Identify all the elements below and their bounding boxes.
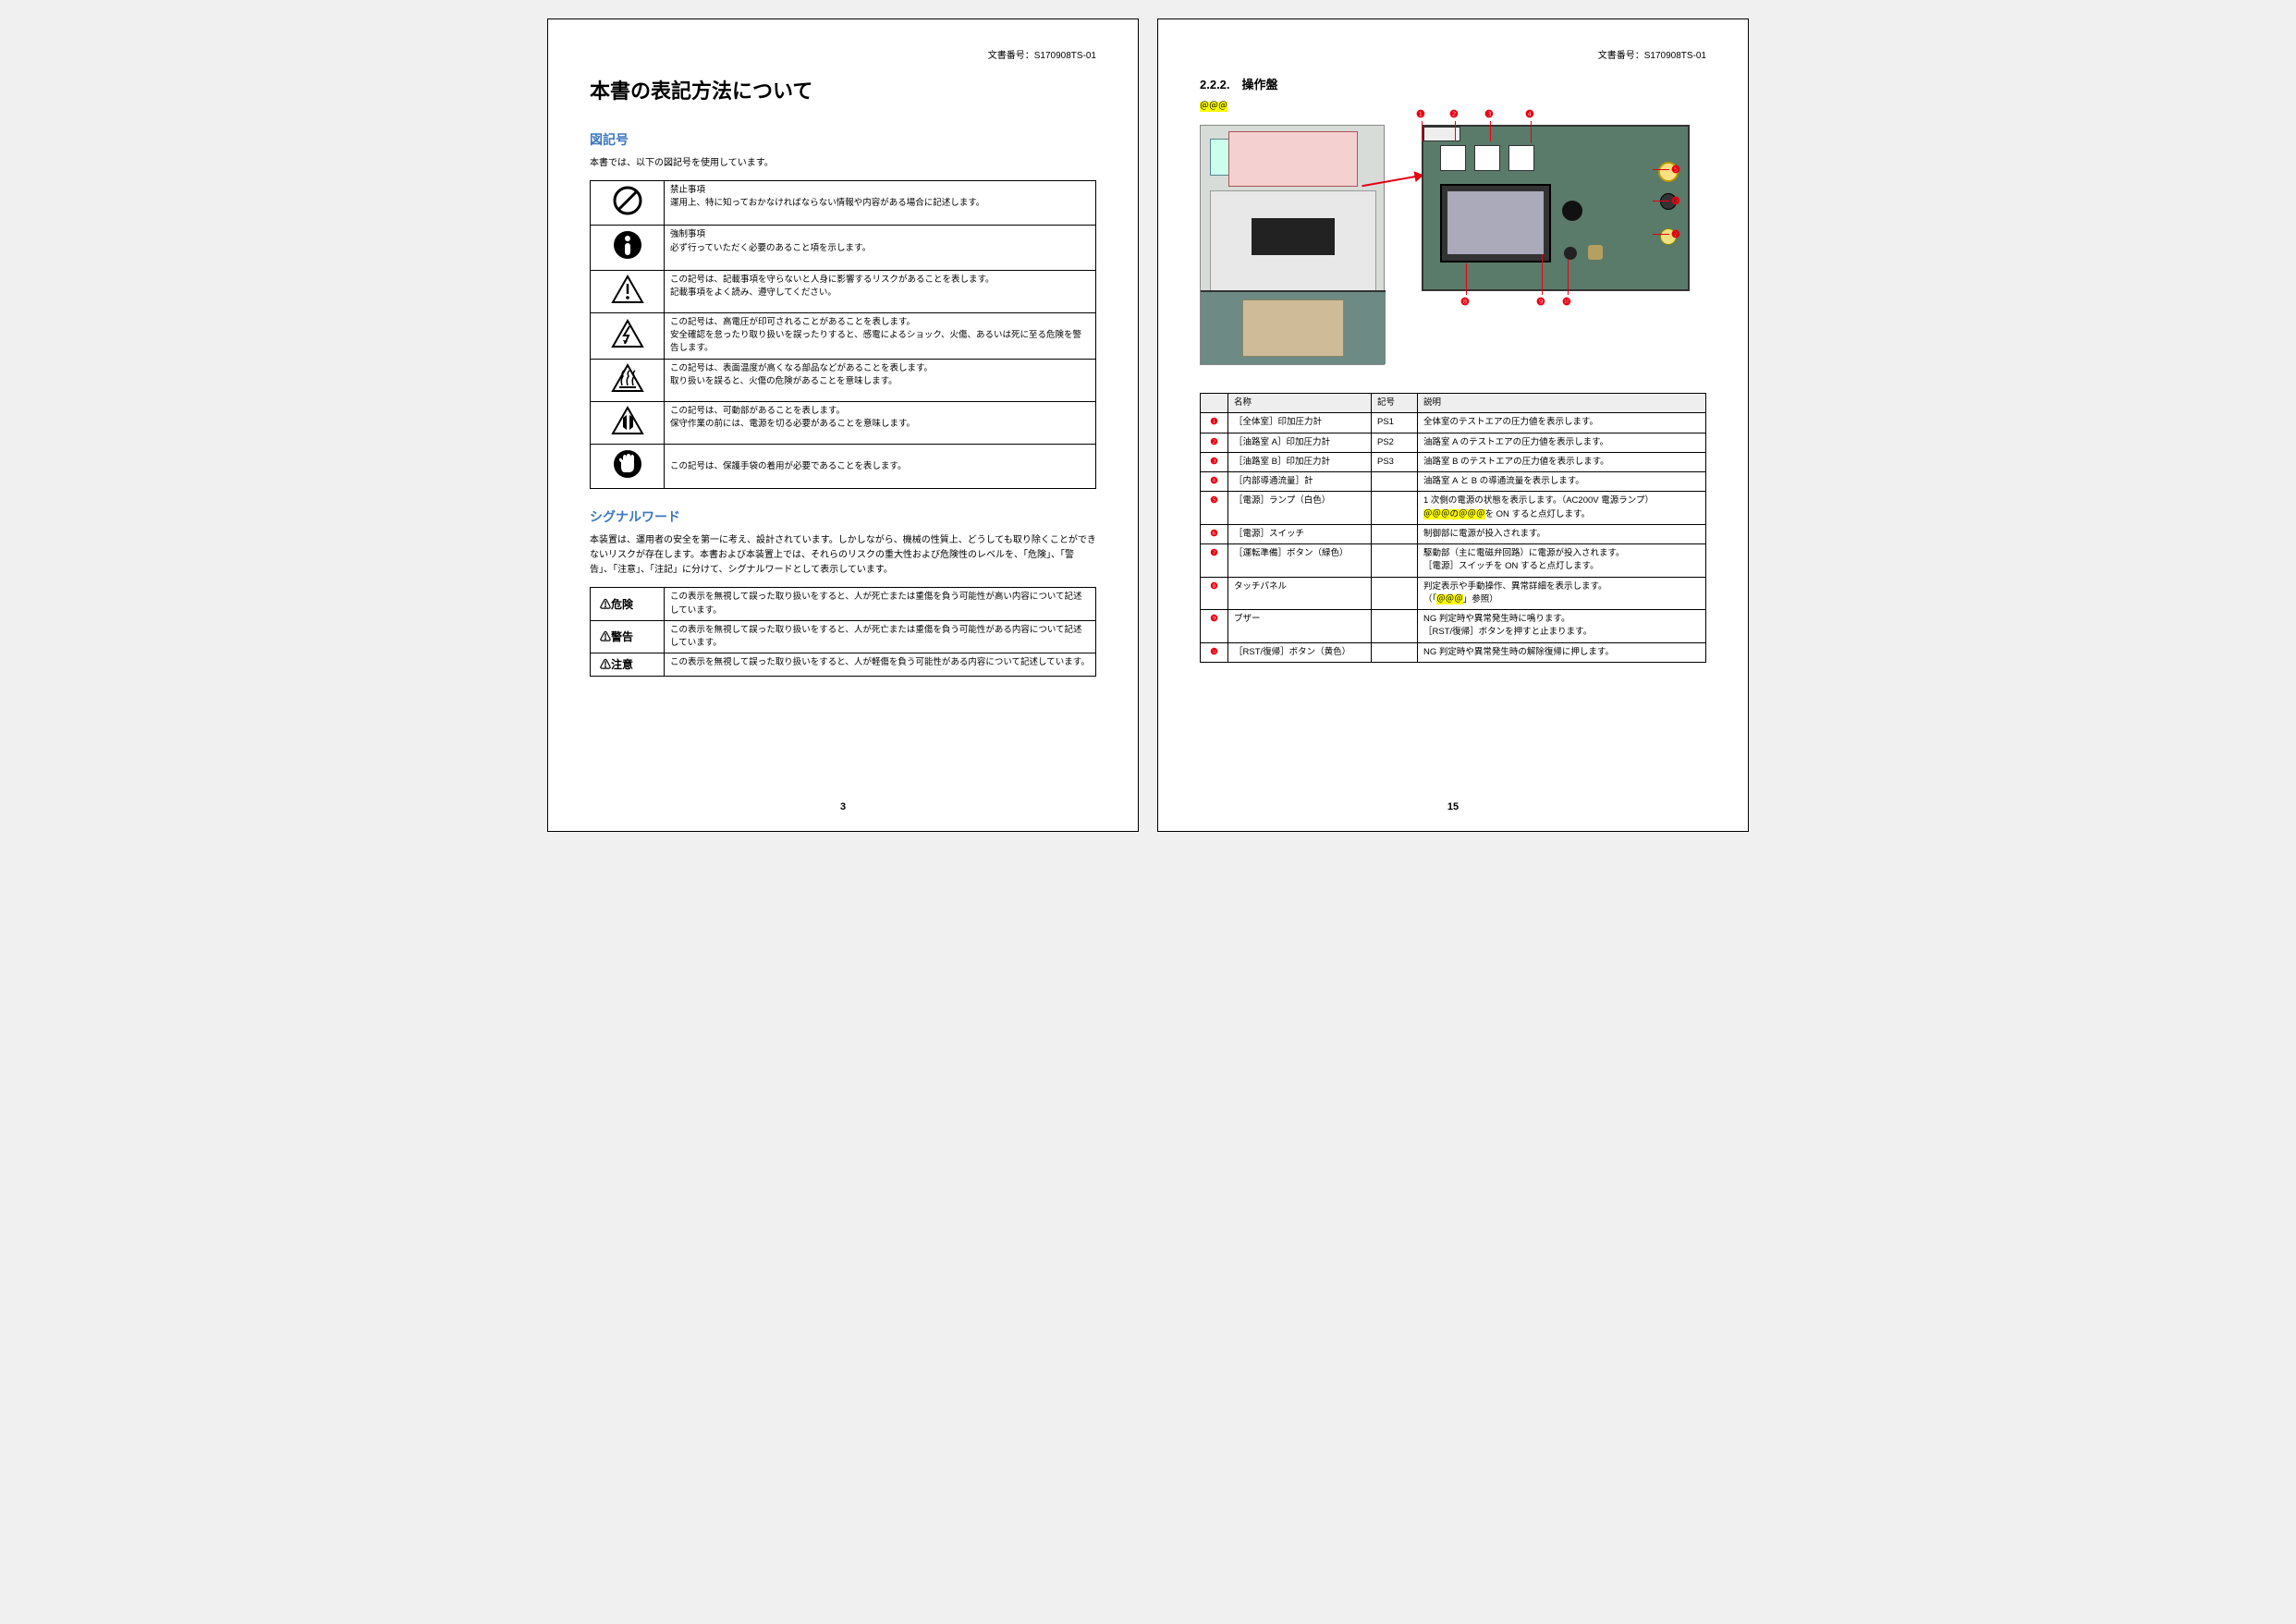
callout-5: ❺ xyxy=(1671,164,1680,176)
page-title: 本書の表記方法について xyxy=(590,75,1096,104)
section-number: 2.2.2. 操作盤 xyxy=(1200,75,1706,92)
component-table: 名称 記号 説明 ❶［全体室］印加圧力計PS1全体室のテストエアの圧力値を表示し… xyxy=(1200,393,1706,663)
callout-4: ❹ xyxy=(1525,108,1534,120)
callout-2: ❷ xyxy=(1449,108,1459,120)
table-row: ❻［電源］スイッチ制御部に電源が投入されます。 xyxy=(1201,524,1706,543)
icon-row: 強制事項必ず行っていただく必要のあること項を示します。 xyxy=(591,226,1096,270)
table-row: ❹［内部導通流量］計油路室 A と B の導通流量を表示します。 xyxy=(1201,472,1706,492)
col-name: 名称 xyxy=(1228,394,1372,413)
table-header-row: 名称 記号 説明 xyxy=(1201,394,1706,413)
icon-row: この記号は、高電圧が印可されることがあることを表します。安全確認を怠ったり取り扱… xyxy=(591,312,1096,359)
callout-7: ❼ xyxy=(1671,228,1680,240)
section-signal-intro: 本装置は、運用者の安全を第一に考え、設計されています。しかしながら、機械の性質上… xyxy=(590,533,1096,578)
page-left: 文書番号：S170908TS-01 本書の表記方法について 図記号 本書では、以… xyxy=(547,18,1139,832)
mandatory-icon xyxy=(591,226,665,270)
signal-table: ⚠危険この表示を無視して誤った取り扱いをすると、人が死亡または重傷を負う可能性が… xyxy=(590,587,1096,677)
callout-9: ❾ xyxy=(1536,296,1545,308)
col-desc: 説明 xyxy=(1418,394,1706,413)
control-panel-illustration xyxy=(1422,125,1690,291)
table-row: ❺［電源］ランプ（白色）1 次側の電源の状態を表示します。（AC200V 電源ラ… xyxy=(1201,492,1706,525)
section-zukigou-title: 図記号 xyxy=(590,130,1096,149)
table-row: ❾ブザーNG 判定時や異常発生時に鳴ります。［RST/復帰］ボタンを押すと止まり… xyxy=(1201,610,1706,643)
caution-icon xyxy=(591,270,665,312)
glove-icon xyxy=(591,445,665,489)
icon-row: この記号は、保護手袋の着用が必要であることを表します。 xyxy=(591,445,1096,489)
table-row: ❽タッチパネル判定表示や手動操作、異常詳細を表示します。（「＠＠＠」参照） xyxy=(1201,577,1706,610)
table-row: ❶［全体室］印加圧力計PS1全体室のテストエアの圧力値を表示します。 xyxy=(1201,413,1706,433)
placeholder-highlight: ＠＠＠ xyxy=(1200,102,1227,112)
section-signal-title: シグナルワード xyxy=(590,507,1096,526)
callout-10: ❿ xyxy=(1562,296,1571,308)
prohibit-icon xyxy=(591,181,665,226)
callout-6: ❻ xyxy=(1671,195,1680,207)
callout-3: ❸ xyxy=(1484,108,1494,120)
icon-row: 禁止事項運用上、特に知っておかなければならない情報や内容がある場合に記述します。 xyxy=(591,181,1096,226)
page-number: 15 xyxy=(1158,801,1748,812)
page-number: 3 xyxy=(548,801,1138,812)
table-row: ❼［運転準備］ボタン（緑色）駆動部（主に電磁弁回路）に電源が投入されます。［電源… xyxy=(1201,544,1706,578)
icon-row: この記号は、記載事項を守らないと人身に影響するリスクがあることを表します。記載事… xyxy=(591,270,1096,312)
moving-part-icon xyxy=(591,401,665,444)
signal-row: ⚠危険この表示を無視して誤った取り扱いをすると、人が死亡または重傷を負う可能性が… xyxy=(591,588,1096,621)
signal-row: ⚠注意この表示を無視して誤った取り扱いをすると、人が軽傷を負う可能性がある内容に… xyxy=(591,653,1096,677)
icon-row: この記号は、可動部があることを表します。保守作業の前には、電源を切る必要があるこ… xyxy=(591,401,1096,444)
table-row: ❸［油路室 B］印加圧力計PS3油路室 B のテストエアの圧力値を表示します。 xyxy=(1201,452,1706,471)
signal-danger: ⚠危険 xyxy=(591,588,665,621)
signal-warning: ⚠警告 xyxy=(591,620,665,653)
callout-8: ❽ xyxy=(1460,296,1470,308)
section-zukigou-intro: 本書では、以下の図記号を使用しています。 xyxy=(590,156,1096,171)
table-row: ❿［RST/復帰］ボタン（黄色）NG 判定時や異常発生時の解除復帰に押します。 xyxy=(1201,642,1706,662)
signal-caution: ⚠注意 xyxy=(591,653,665,677)
hot-surface-icon xyxy=(591,359,665,401)
signal-row: ⚠警告この表示を無視して誤った取り扱いをすると、人が死亡または重傷を負う可能性が… xyxy=(591,620,1096,653)
table-row: ❷［油路室 A］印加圧力計PS2油路室 A のテストエアの圧力値を表示します。 xyxy=(1201,433,1706,452)
page-right: 文書番号：S170908TS-01 2.2.2. 操作盤 ＠＠＠ ❶ xyxy=(1157,18,1749,832)
high-voltage-icon xyxy=(591,312,665,359)
icon-table: 禁止事項運用上、特に知っておかなければならない情報や内容がある場合に記述します。… xyxy=(590,180,1096,489)
doc-number: 文書番号：S170908TS-01 xyxy=(590,47,1096,61)
doc-number: 文書番号：S170908TS-01 xyxy=(1200,47,1706,61)
machine-illustration xyxy=(1200,125,1385,365)
icon-row: この記号は、表面温度が高くなる部品などがあることを表します。取り扱いを誤ると、火… xyxy=(591,359,1096,401)
figure-row: ❶ ❷ ❸ ❹ ❺ ❻ ❼ ❽ ❾ ❿ xyxy=(1200,125,1706,365)
callout-1: ❶ xyxy=(1416,108,1425,120)
col-symbol: 記号 xyxy=(1372,394,1418,413)
